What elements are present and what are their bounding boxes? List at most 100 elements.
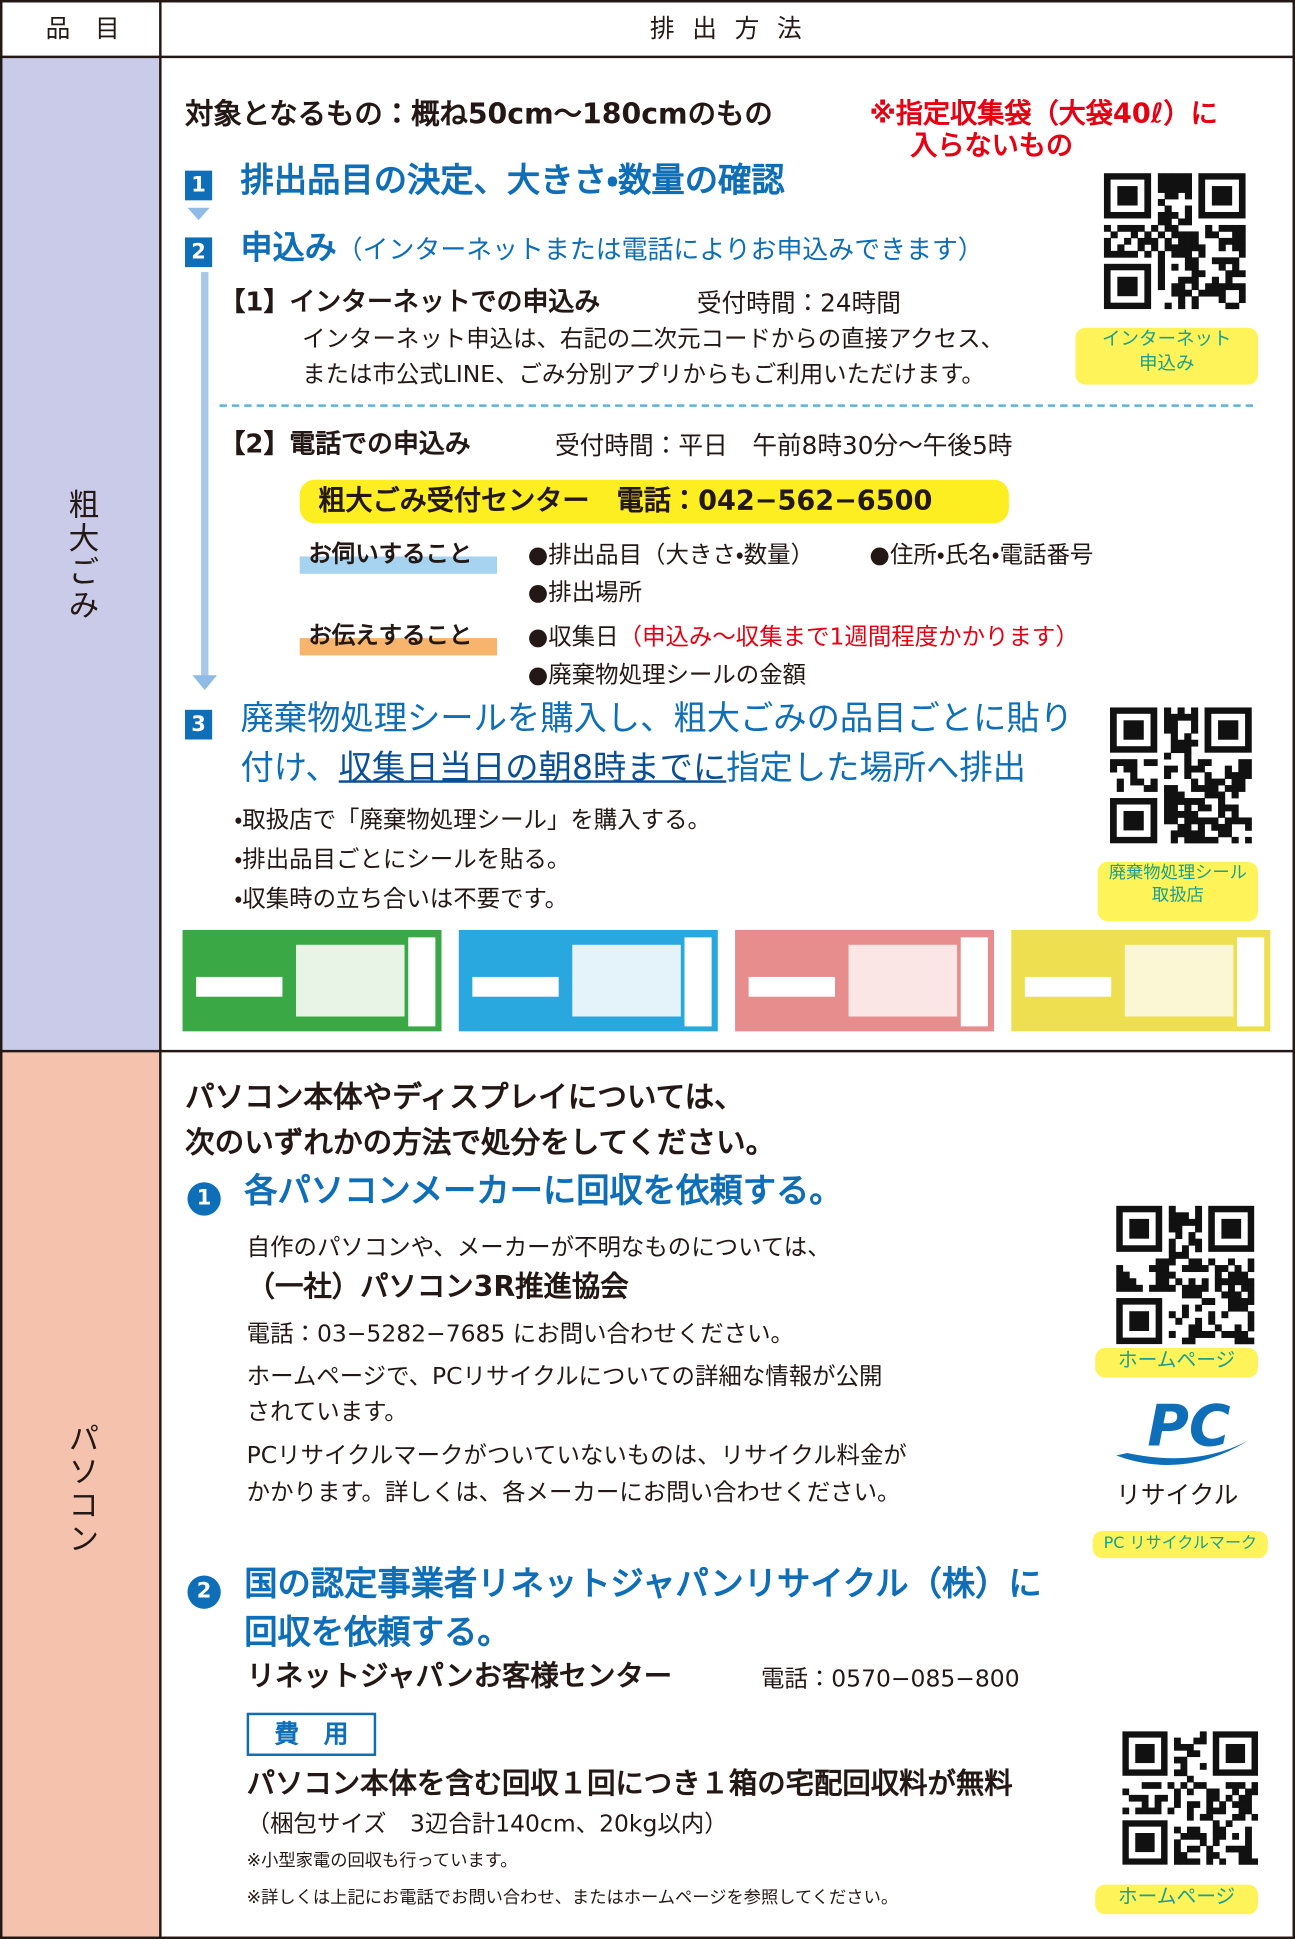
qr-module xyxy=(1164,810,1172,818)
qr-caption: インターネット 申込み xyxy=(1075,327,1258,385)
qr-module xyxy=(1232,1782,1239,1789)
qr-module xyxy=(1174,1852,1181,1859)
qr-module xyxy=(1164,707,1172,715)
qr-module xyxy=(1151,244,1159,252)
qr-module xyxy=(1168,1331,1176,1338)
qr-module xyxy=(1211,836,1219,844)
qr-module xyxy=(1251,1813,1258,1821)
qr-caption: ホームページ xyxy=(1095,1347,1258,1378)
qr-module xyxy=(1129,1284,1137,1292)
qr-module xyxy=(1177,739,1185,747)
qr-module xyxy=(1225,1845,1233,1853)
qr-module xyxy=(1231,791,1239,799)
purchase-note: ・収集時の立ち合いは不要です。 xyxy=(234,885,569,913)
qr-module xyxy=(1219,1826,1227,1834)
qr-module xyxy=(1137,778,1145,786)
target: 対象となるもの：概ね50cm～180cmのもの xyxy=(184,98,773,132)
sticker xyxy=(1011,929,1271,1032)
qr-module xyxy=(1164,765,1172,773)
qr-module xyxy=(1184,765,1192,773)
step-title-main: 申込み xyxy=(240,230,337,268)
qr-module xyxy=(1238,270,1246,278)
qr-module xyxy=(1193,1737,1201,1745)
qr-module xyxy=(1186,1858,1194,1865)
qr-module xyxy=(1181,1304,1189,1312)
qr-module xyxy=(1199,1782,1207,1789)
qr-module xyxy=(1238,759,1246,767)
qr-module xyxy=(1122,1807,1130,1815)
section-label: パソコン xyxy=(64,1422,100,1556)
qr-module xyxy=(1181,1245,1189,1253)
qr-module xyxy=(1174,1826,1181,1834)
qr-module xyxy=(1206,1852,1214,1859)
qr-module xyxy=(1218,283,1226,291)
qr-module xyxy=(1211,257,1220,265)
qr-module xyxy=(1188,1238,1196,1246)
qr-module xyxy=(1135,1743,1155,1764)
qr-module xyxy=(1178,173,1186,180)
qr-module xyxy=(1224,785,1232,792)
qr-module xyxy=(1247,1265,1255,1273)
qr-module xyxy=(1149,1284,1157,1292)
qr-module xyxy=(1195,1324,1203,1332)
qr-module xyxy=(1103,244,1111,252)
pc-recycle-logo: PC xyxy=(1116,1394,1249,1466)
qr-module xyxy=(1218,257,1226,265)
qr-module xyxy=(1199,1833,1207,1840)
qr-module xyxy=(1204,772,1212,779)
qr-module xyxy=(1193,1858,1201,1865)
qr-module xyxy=(1227,1258,1235,1266)
tell-item-text: ●収集日 xyxy=(527,623,619,651)
qr-module xyxy=(1186,1807,1194,1815)
qr-module xyxy=(1157,257,1165,265)
qr-module xyxy=(1175,1317,1183,1325)
option-title: 各パソコンメーカーに回収を依頼する。 xyxy=(244,1172,843,1211)
qr-module xyxy=(1212,1833,1220,1840)
qr-module xyxy=(1188,1291,1196,1299)
qr-module xyxy=(1188,1258,1196,1266)
qr-module xyxy=(1184,798,1192,805)
qr-module xyxy=(1198,250,1206,258)
qr-module xyxy=(1124,237,1132,245)
qr-module xyxy=(1184,237,1193,245)
qr-module xyxy=(1186,1750,1194,1758)
qr-module xyxy=(1195,1258,1203,1266)
qr-module xyxy=(1225,257,1233,265)
qr-module xyxy=(1195,1317,1203,1325)
qr-module xyxy=(1201,1331,1209,1338)
qr-module xyxy=(1167,1782,1175,1789)
qr-module xyxy=(1130,765,1138,773)
qr-module xyxy=(1123,720,1144,740)
qr-module xyxy=(1178,231,1186,239)
qr-module xyxy=(1181,1284,1189,1292)
qr-module xyxy=(1219,1858,1227,1865)
qr-module xyxy=(1234,1324,1242,1332)
qr-module xyxy=(1164,173,1172,180)
qr-module xyxy=(1234,1291,1242,1299)
qr-module xyxy=(1164,192,1172,200)
qr-module xyxy=(1191,283,1199,291)
qr-module xyxy=(1232,1813,1239,1821)
qr-module xyxy=(1201,1284,1209,1292)
qr-module xyxy=(1245,823,1252,831)
qr-module xyxy=(1157,231,1165,239)
step-number: 3 xyxy=(184,709,213,740)
qr-module xyxy=(1135,1833,1155,1853)
qr-module xyxy=(1221,1218,1242,1239)
qr-module xyxy=(1150,785,1158,792)
qr-module xyxy=(1184,772,1192,779)
purchase-note: ・排出品目ごとにシールを貼る。 xyxy=(234,845,571,874)
qr-module xyxy=(1195,1205,1203,1213)
qr-module xyxy=(1212,1852,1220,1859)
qr-module xyxy=(1184,231,1193,239)
qr-module xyxy=(1180,1763,1188,1770)
qr-module xyxy=(1180,1756,1188,1764)
qr-code xyxy=(1109,707,1252,844)
qr-module xyxy=(1171,283,1179,291)
qr-module xyxy=(1188,1232,1196,1240)
qr-module xyxy=(1186,1743,1194,1751)
qr-module xyxy=(1195,1218,1203,1226)
qr-module xyxy=(1219,1833,1227,1840)
qr-module xyxy=(1116,1278,1124,1286)
option-number: 2 xyxy=(187,1575,221,1609)
